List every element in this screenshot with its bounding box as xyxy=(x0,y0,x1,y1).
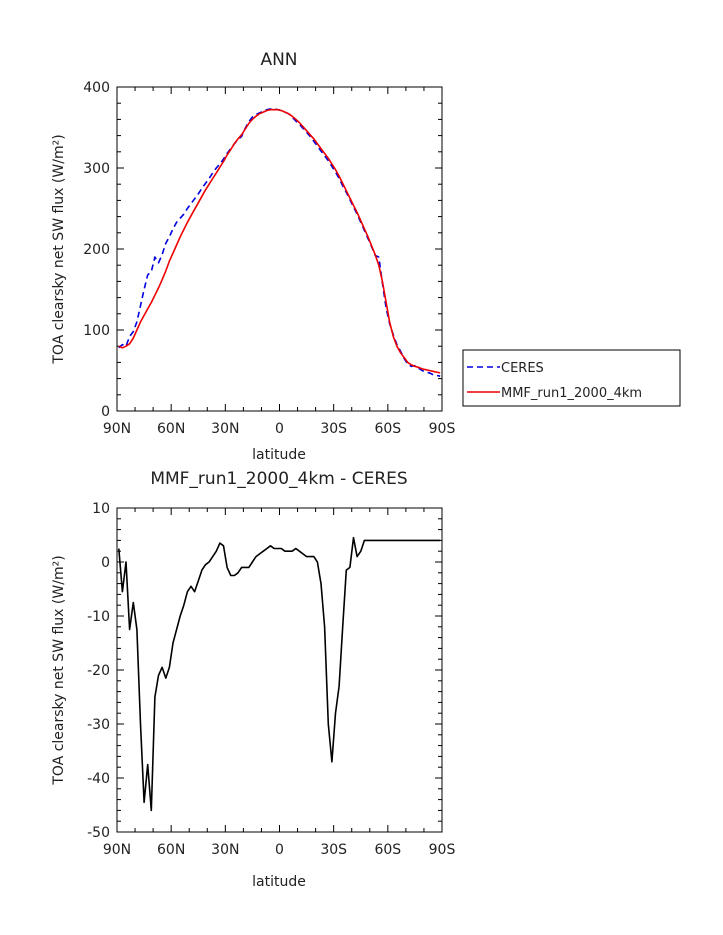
x-tick-label: 90N xyxy=(103,842,131,858)
y-tick-label: -30 xyxy=(87,717,110,733)
y-tick-label: 400 xyxy=(83,80,110,96)
top-y-axis-title: TOA clearsky net SW flux (W/m²) xyxy=(51,134,67,364)
y-tick-label: -20 xyxy=(87,663,110,679)
bottom-chart-title: MMF_run1_2000_4km - CERES xyxy=(150,469,407,489)
x-tick-label: 60N xyxy=(157,421,185,437)
y-tick-label: -50 xyxy=(87,825,110,841)
bottom-x-axis-title: latitude xyxy=(252,874,306,890)
y-tick-label: 300 xyxy=(83,161,110,177)
x-tick-label: 60N xyxy=(157,842,185,858)
series-line-difference xyxy=(118,536,441,812)
x-tick-label: 30N xyxy=(211,842,239,858)
top-plot-frame xyxy=(116,86,443,412)
legend-box xyxy=(462,349,681,407)
y-tick-label: 0 xyxy=(101,404,110,420)
x-tick-label: 90N xyxy=(103,421,131,437)
legend-label-ceres: CERES xyxy=(501,361,544,376)
x-tick-label: 0 xyxy=(275,842,284,858)
series-line-ceres xyxy=(118,108,441,377)
y-tick-label: 100 xyxy=(83,323,110,339)
bottom-plot-frame xyxy=(116,507,443,833)
legend-label-mmf: MMF_run1_2000_4km xyxy=(501,386,642,401)
x-tick-label: 60S xyxy=(374,842,401,858)
legend: CERES MMF_run1_2000_4km xyxy=(462,349,681,407)
y-tick-label: 200 xyxy=(83,242,110,258)
bottom-y-axis-title: TOA clearsky net SW flux (W/m²) xyxy=(51,555,67,785)
top-x-axis-title: latitude xyxy=(252,447,306,463)
annual-mean-panel: ANN 90N 60N 30N 0 30S 60S 90S 0 100 200 300 400 lat… xyxy=(51,50,455,463)
x-tick-label: 30N xyxy=(211,421,239,437)
x-tick-label: 90S xyxy=(429,842,456,858)
x-tick-label: 30S xyxy=(320,842,347,858)
x-tick-label: 30S xyxy=(320,421,347,437)
top-chart-title: ANN xyxy=(260,50,297,70)
x-tick-label: 90S xyxy=(429,421,456,437)
difference-panel: MMF_run1_2000_4km - CERES 90N 60N 30N 0 30S 6… xyxy=(51,469,455,890)
y-tick-label: 10 xyxy=(92,501,110,517)
y-tick-label: 0 xyxy=(101,555,110,571)
y-tick-label: -40 xyxy=(87,771,110,787)
x-tick-label: 60S xyxy=(374,421,401,437)
y-tick-label: -10 xyxy=(87,609,110,625)
series-line-mmf-run1-2000-4km xyxy=(118,108,441,374)
x-tick-label: 0 xyxy=(275,421,284,437)
